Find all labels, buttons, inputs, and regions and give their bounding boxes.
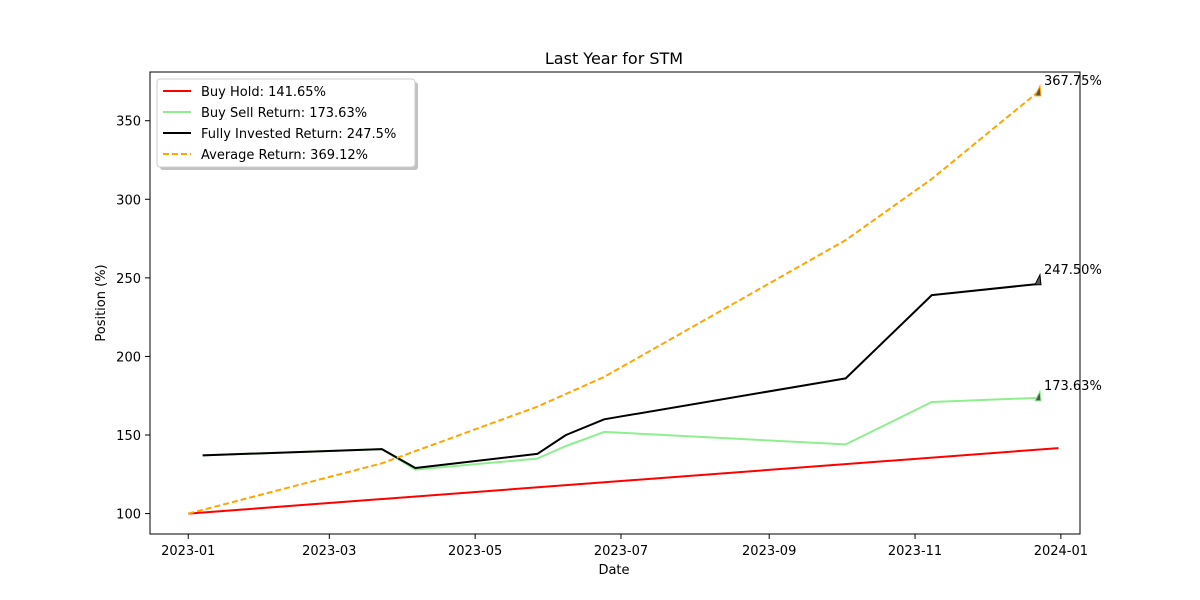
legend-label-2: Fully Invested Return: 247.5%	[201, 127, 396, 142]
annotation-label-1: 247.50%	[1044, 263, 1102, 278]
legend-label-0: Buy Hold: 141.65%	[201, 85, 326, 100]
x-tick-label-2: 2023-05	[448, 544, 502, 559]
y-tick-label-2: 200	[116, 350, 141, 365]
x-tick-label-4: 2023-09	[742, 544, 796, 559]
annotation-marker-2	[1034, 389, 1042, 402]
legend-label-3: Average Return: 369.12%	[201, 148, 368, 163]
axes: 2023-01 2023-03 2023-05 2023-07 2023-09 2023-…	[116, 71, 1088, 559]
series-line-2	[202, 283, 1038, 469]
series-line-0	[188, 447, 1059, 515]
annotation-marker-1	[1034, 273, 1042, 286]
plot-frame	[149, 71, 1081, 535]
annotation-marker-0	[1034, 84, 1042, 97]
series-line-3	[188, 92, 1038, 515]
legend-box	[156, 78, 416, 168]
x-tick-label-6: 2024-01	[1034, 544, 1088, 559]
x-tick-label-0: 2023-01	[161, 544, 215, 559]
y-tick-label-0: 100	[116, 508, 141, 523]
y-axis-label: Position (%)	[94, 264, 109, 341]
y-tick-label-4: 300	[116, 193, 141, 208]
x-tick-label-1: 2023-03	[302, 544, 356, 559]
annotation-label-2: 173.63%	[1044, 379, 1102, 394]
y-tick-label-3: 250	[116, 272, 141, 287]
x-axis-label: Date	[598, 563, 629, 578]
plot-area: 367.75% 247.50% 173.63%	[188, 74, 1102, 515]
x-tick-label-3: 2023-07	[594, 544, 648, 559]
legend: Buy Hold: 141.65% Buy Sell Return: 173.63…	[156, 78, 418, 170]
legend-label-1: Buy Sell Return: 173.63%	[201, 106, 367, 121]
chart-title: Last Year for STM	[545, 49, 683, 68]
y-tick-label-5: 350	[116, 115, 141, 130]
annotation-label-0: 367.75%	[1044, 74, 1102, 89]
x-tick-label-5: 2023-11	[888, 544, 942, 559]
y-tick-label-1: 150	[116, 429, 141, 444]
